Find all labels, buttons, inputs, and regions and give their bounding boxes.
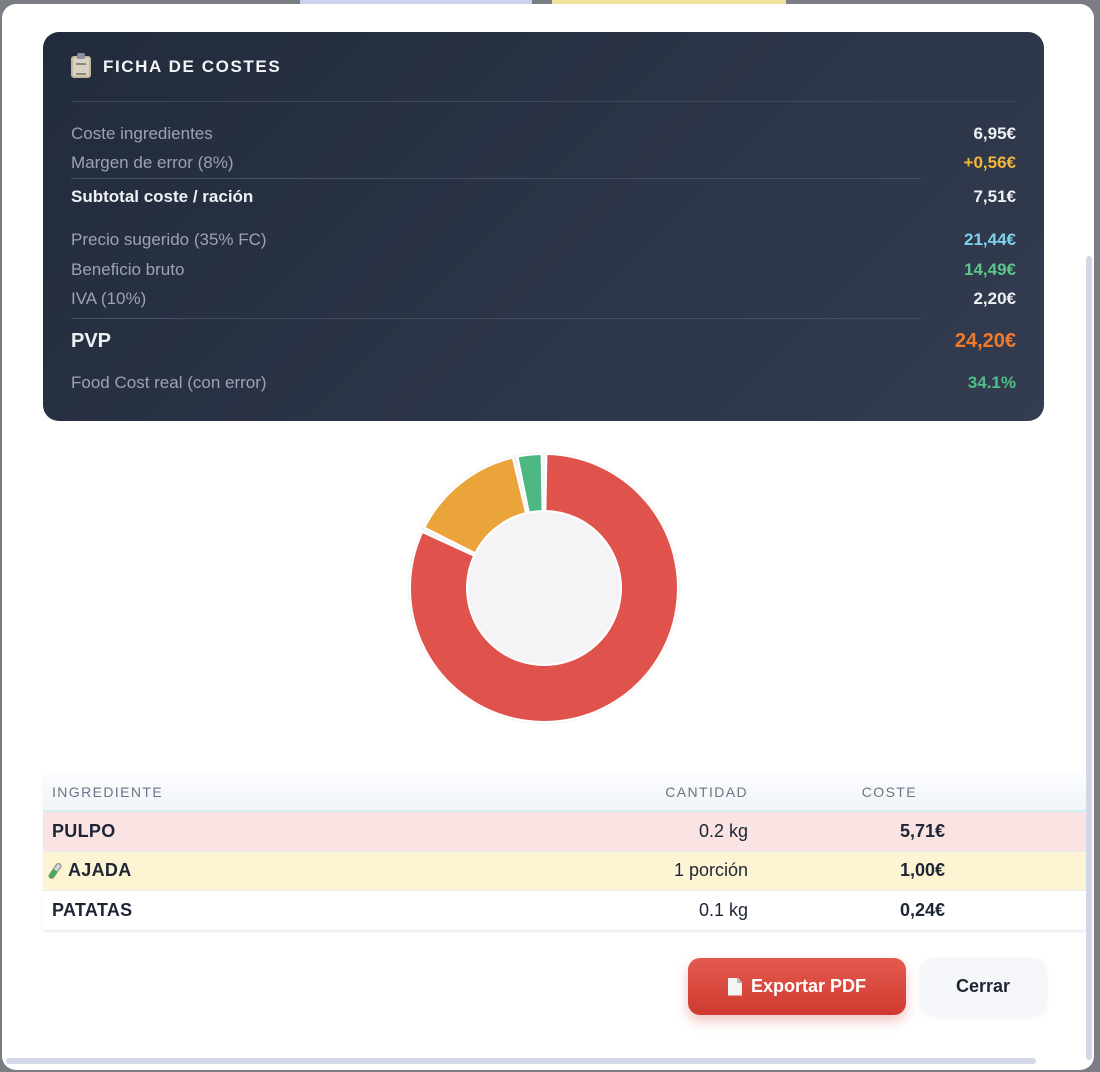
row-value: 2,20€ <box>973 289 1016 308</box>
row-label: Food Cost real (con error) <box>71 373 267 392</box>
row-value: 7,51€ <box>973 187 1016 206</box>
row-error-margin: Margen de error (8%) +0,56€ <box>71 148 1016 178</box>
cell-cost: 0,24€ <box>899 899 945 920</box>
cell-quantity: 1 porción <box>673 860 748 881</box>
row-value: 14,49€ <box>964 259 1016 279</box>
cost-sheet-modal: FICHA DE COSTES Coste ingredientes 6,95€… <box>2 4 1094 1070</box>
row-food-cost: Food Cost real (con error) 34.1% <box>71 363 1016 403</box>
row-ingredients-cost: Coste ingredientes 6,95€ <box>71 120 1016 148</box>
row-gross-profit: Beneficio bruto 14,49€ <box>71 255 1016 284</box>
vertical-scrollbar[interactable] <box>1086 256 1092 1060</box>
cell-cost: 1,00€ <box>899 860 945 881</box>
card-header: FICHA DE COSTES <box>71 32 1016 102</box>
donut-slice-patatas[interactable] <box>516 453 544 514</box>
cell-ingredient: PATATAS <box>43 900 603 921</box>
row-subtotal: Subtotal coste / ración 7,51€ <box>71 179 1016 215</box>
card-title: FICHA DE COSTES <box>103 56 282 76</box>
row-label: Coste ingredientes <box>71 124 213 143</box>
ingredient-name: AJADA <box>68 860 132 881</box>
row-label: Subtotal coste / ración <box>71 187 254 206</box>
cell-quantity: 0.1 kg <box>698 899 748 920</box>
donut-slice-pulpo[interactable] <box>409 453 679 723</box>
document-icon <box>727 977 742 996</box>
header-cost: COSTE <box>861 784 917 800</box>
cell-ingredient: PULPO <box>43 821 603 842</box>
header-ingredient: INGREDIENTE <box>52 784 164 800</box>
table-body: PULPO 0.2 kg 5,71€ AJADA 1 porción 1,00€ PATAT… <box>43 812 1086 931</box>
table-header: INGREDIENTE CANTIDAD COSTE <box>43 774 1086 812</box>
divider <box>71 318 921 319</box>
divider <box>71 178 921 179</box>
export-pdf-label: Exportar PDF <box>750 976 867 996</box>
clipboard-icon <box>71 52 91 78</box>
ingredient-name: PULPO <box>52 820 116 841</box>
test-tube-icon <box>47 861 63 880</box>
cell-quantity: 0.2 kg <box>698 820 748 841</box>
row-value: 34.1% <box>967 373 1016 392</box>
header-quantity: CANTIDAD <box>665 784 748 800</box>
table-row: PULPO 0.2 kg 5,71€ <box>43 812 1086 852</box>
horizontal-scrollbar[interactable] <box>6 1058 1036 1064</box>
table-row: AJADA 1 porción 1,00€ <box>43 851 1086 891</box>
export-pdf-button[interactable]: Exportar PDF <box>688 958 906 1015</box>
row-value: 24,20€ <box>954 329 1016 352</box>
cost-donut-chart <box>406 450 682 726</box>
row-pvp: PVP 24,20€ <box>71 319 1016 363</box>
row-value: +0,56€ <box>963 153 1016 172</box>
row-label: Margen de error (8%) <box>71 153 234 172</box>
ingredient-name: PATATAS <box>52 899 133 920</box>
close-button[interactable]: Cerrar <box>920 958 1046 1015</box>
cell-ingredient: AJADA <box>43 860 603 881</box>
row-label: Beneficio bruto <box>71 259 185 279</box>
cell-cost: 5,71€ <box>899 820 945 841</box>
row-value: 6,95€ <box>973 124 1016 143</box>
row-iva: IVA (10%) 2,20€ <box>71 284 1016 314</box>
table-row: PATATAS 0.1 kg 0,24€ <box>43 891 1086 931</box>
row-label: Precio sugerido (35% FC) <box>71 230 267 249</box>
row-value: 21,44€ <box>964 230 1016 249</box>
donut-svg <box>408 452 680 724</box>
row-label: IVA (10%) <box>71 289 147 308</box>
cost-summary-card: FICHA DE COSTES Coste ingredientes 6,95€… <box>43 32 1044 421</box>
row-suggested-price: Precio sugerido (35% FC) 21,44€ <box>71 225 1016 255</box>
ingredients-table: INGREDIENTE CANTIDAD COSTE PULPO 0.2 kg 5,… <box>43 774 1086 931</box>
row-label: PVP <box>71 329 112 352</box>
donut-slice-ajada[interactable] <box>423 456 528 555</box>
